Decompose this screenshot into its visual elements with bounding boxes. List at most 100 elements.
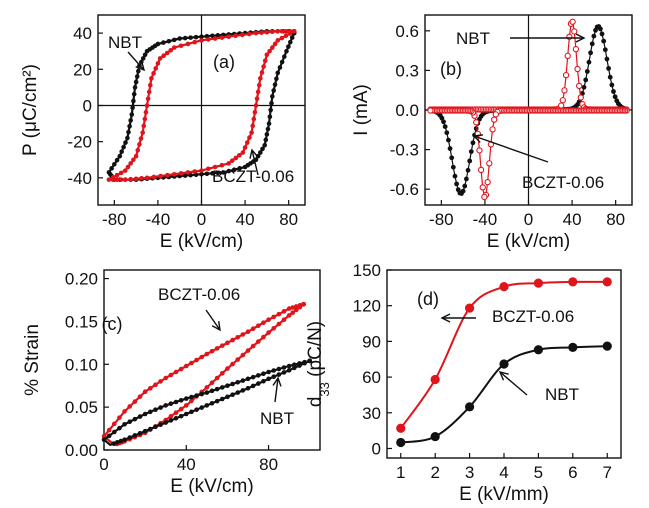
data-point — [158, 173, 163, 179]
data-point — [255, 373, 261, 378]
annotation-label: NBT — [456, 29, 490, 48]
data-point — [561, 87, 568, 94]
y-tick-label: 40 — [73, 24, 92, 43]
data-point — [282, 54, 287, 59]
data-point — [182, 173, 188, 178]
data-point — [133, 153, 139, 159]
annotation-arrow-head — [440, 313, 451, 323]
data-point — [261, 334, 266, 340]
x-tick-label: 1 — [396, 463, 405, 482]
y-tick-label: -0.3 — [390, 141, 419, 160]
data-point — [131, 98, 136, 104]
data-point — [146, 89, 152, 95]
data-point — [261, 378, 266, 384]
data-point — [302, 360, 307, 366]
data-point — [272, 41, 278, 47]
data-point — [586, 59, 592, 65]
data-point — [270, 45, 275, 50]
data-point — [225, 394, 230, 400]
data-point — [533, 345, 544, 355]
data-point — [133, 79, 139, 85]
data-point — [117, 415, 122, 420]
x-tick-label: 0 — [99, 455, 108, 474]
data-point — [464, 402, 475, 412]
data-point — [612, 94, 618, 100]
data-point — [185, 41, 191, 47]
data-point — [240, 32, 245, 38]
data-point — [446, 137, 451, 143]
data-point — [259, 70, 265, 75]
data-point — [584, 69, 590, 74]
annotation-label: BCZT-0.06 — [522, 173, 604, 192]
data-point — [250, 383, 256, 389]
data-point — [101, 437, 107, 443]
data-point — [266, 317, 271, 323]
data-point — [114, 157, 120, 163]
data-point — [199, 34, 204, 40]
data-point — [275, 38, 281, 43]
data-point — [134, 74, 140, 79]
data-point — [178, 413, 184, 419]
data-point — [142, 428, 148, 434]
data-point — [178, 366, 184, 372]
data-point — [137, 430, 143, 436]
data-point — [481, 193, 488, 201]
annotation-label: NBT — [545, 385, 579, 404]
annotation-arrow-line — [251, 149, 259, 176]
data-point — [131, 91, 137, 97]
data-point — [261, 371, 266, 377]
data-point — [301, 301, 306, 307]
data-point — [492, 111, 499, 118]
data-point — [168, 47, 174, 53]
data-point — [225, 383, 230, 389]
data-point — [442, 124, 448, 130]
data-point — [276, 366, 282, 372]
data-point — [143, 109, 149, 115]
data-point — [473, 119, 480, 126]
data-point — [281, 317, 287, 323]
data-point — [127, 435, 133, 440]
data-point — [247, 135, 252, 140]
data-point — [163, 403, 169, 408]
data-point — [277, 65, 283, 70]
data-point — [611, 89, 616, 94]
y-tick-label: 0.6 — [395, 22, 419, 41]
data-point — [163, 375, 169, 381]
data-point — [106, 177, 112, 182]
y-tick-label: 0 — [372, 439, 381, 458]
data-point — [237, 152, 242, 158]
data-point — [142, 411, 148, 417]
data-point — [244, 140, 250, 145]
panel-d: 1 2 3 4 5 6 7 0 30 60 90 120 150 E (kV/mm) d33 (pC/N) (… — [305, 261, 622, 505]
data-point — [499, 282, 509, 292]
data-point — [204, 171, 210, 177]
data-point — [219, 385, 225, 390]
annotation-arrow-head — [135, 61, 146, 72]
data-point — [118, 170, 124, 176]
data-point — [158, 405, 163, 410]
data-point — [178, 171, 184, 176]
series-bczt-0-06 — [427, 18, 630, 201]
data-point — [215, 170, 221, 176]
data-point — [135, 147, 141, 153]
data-point — [572, 46, 580, 53]
data-point — [209, 388, 215, 394]
data-point — [255, 381, 261, 386]
data-point — [209, 400, 215, 406]
data-point — [568, 342, 578, 352]
data-point — [144, 175, 150, 181]
x-tick-label: 40 — [563, 210, 582, 229]
data-point — [499, 359, 509, 369]
data-point — [284, 48, 289, 54]
data-point — [210, 171, 215, 176]
panel-a: -80 -40 0 40 80 -40 -20 0 20 40 E (kV/cm) P (μC/cm²… — [20, 14, 306, 252]
data-point — [258, 150, 263, 155]
data-point — [115, 439, 120, 445]
data-point — [574, 65, 581, 73]
data-point — [602, 47, 608, 53]
data-point — [225, 340, 230, 346]
data-point — [142, 116, 148, 122]
data-point — [121, 144, 126, 150]
data-point — [168, 401, 174, 407]
data-point — [462, 183, 468, 189]
